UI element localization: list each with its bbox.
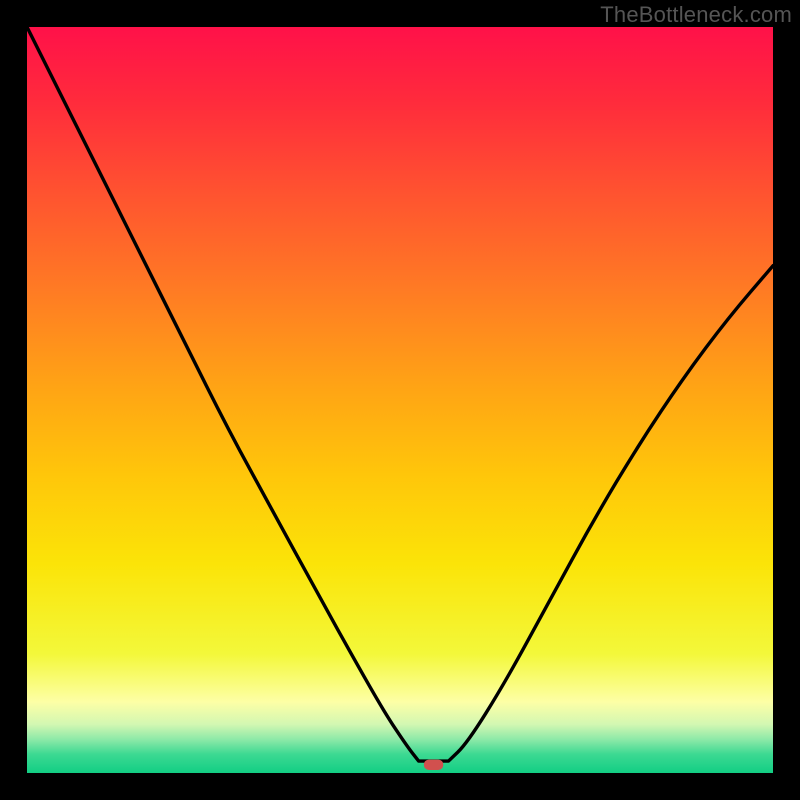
bottleneck-chart: [0, 0, 800, 800]
chart-gradient-bg: [27, 27, 773, 773]
watermark-text: TheBottleneck.com: [600, 2, 792, 28]
chart-container: TheBottleneck.com: [0, 0, 800, 800]
optimal-point-marker: [424, 760, 443, 770]
